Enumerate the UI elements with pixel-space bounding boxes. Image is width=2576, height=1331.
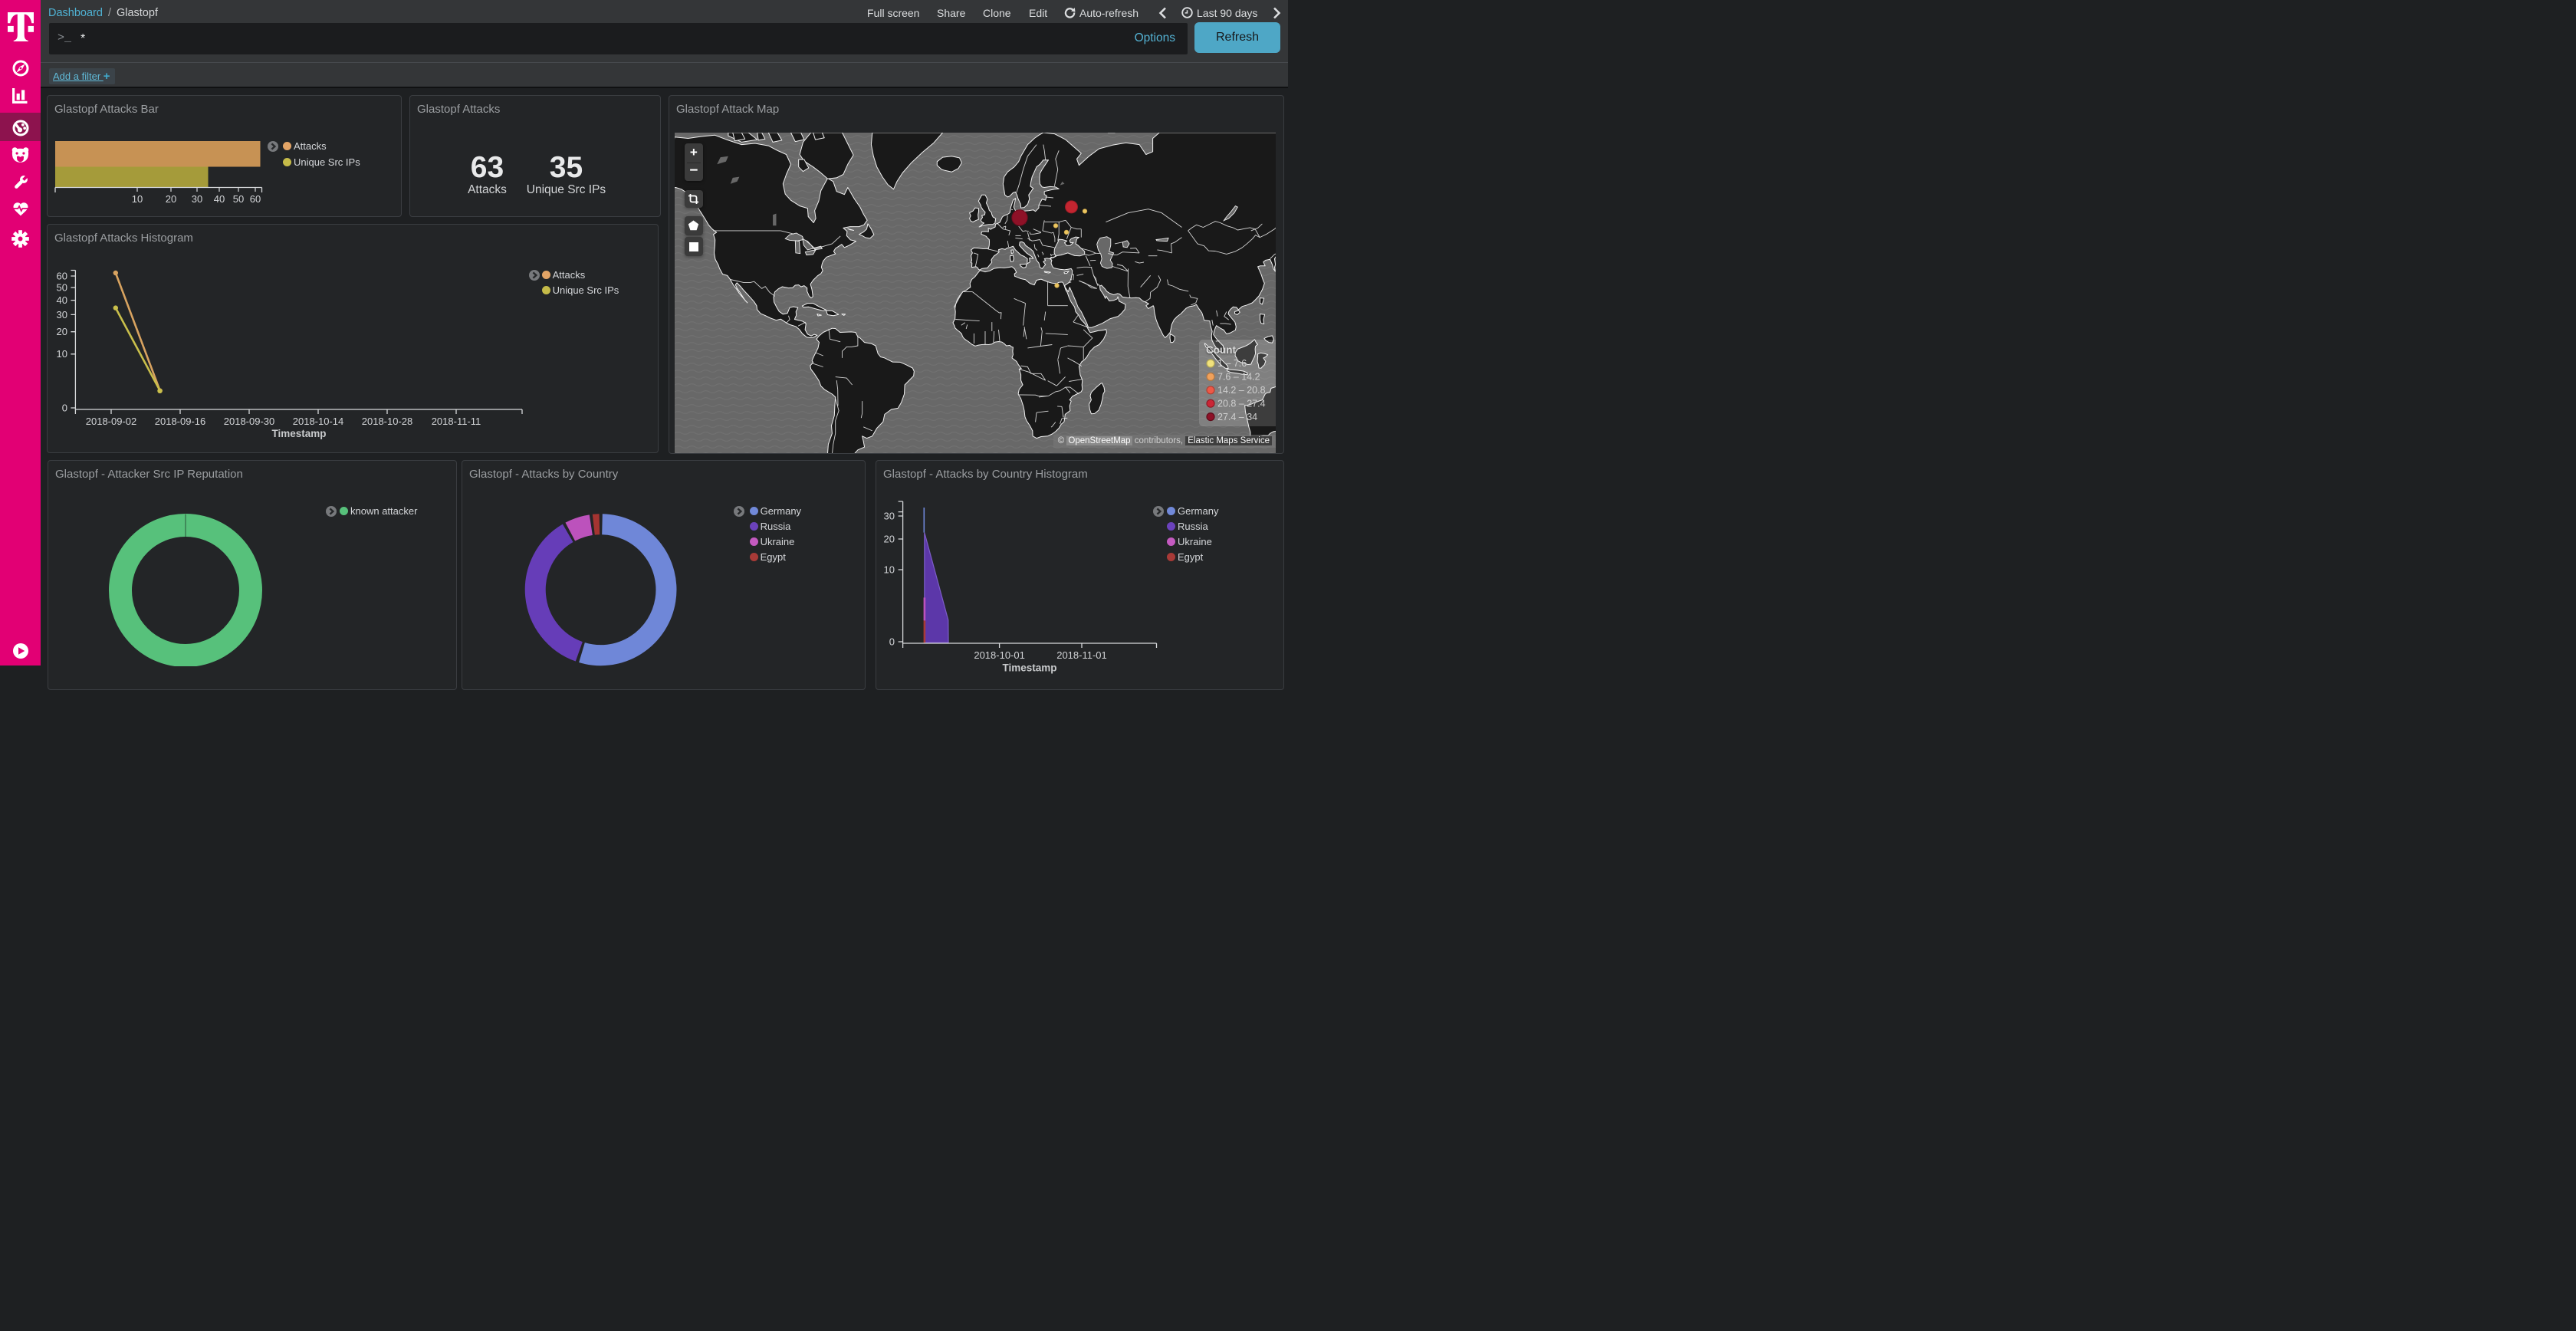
svg-text:60: 60 (57, 271, 67, 282)
svg-text:10: 10 (57, 348, 67, 360)
svg-text:0: 0 (62, 403, 67, 414)
svg-text:2018-10-28: 2018-10-28 (362, 416, 413, 427)
svg-text:2018-09-30: 2018-09-30 (224, 416, 275, 427)
svg-text:2018-10-01: 2018-10-01 (974, 649, 1025, 661)
svg-text:10: 10 (132, 193, 143, 205)
svg-text:40: 40 (57, 294, 67, 306)
svg-text:2018-09-16: 2018-09-16 (155, 416, 206, 427)
svg-text:30: 30 (192, 193, 202, 205)
svg-text:0: 0 (889, 636, 895, 648)
svg-text:7.6 – 14.2: 7.6 – 14.2 (1217, 372, 1260, 383)
svg-text:20.8 – 27.4: 20.8 – 27.4 (1217, 398, 1266, 409)
svg-text:14.2 – 20.8: 14.2 – 20.8 (1217, 385, 1266, 396)
svg-text:Timestamp: Timestamp (271, 428, 326, 439)
svg-text:2018-10-14: 2018-10-14 (293, 416, 344, 427)
svg-text:Timestamp: Timestamp (1002, 662, 1056, 674)
svg-text:20: 20 (57, 326, 67, 337)
svg-text:50: 50 (233, 193, 244, 205)
svg-text:40: 40 (214, 193, 225, 205)
svg-text:20: 20 (884, 534, 895, 545)
svg-text:27.4 – 34: 27.4 – 34 (1217, 412, 1257, 422)
svg-text:1 – 7.6: 1 – 7.6 (1217, 358, 1247, 369)
svg-text:2018-11-11: 2018-11-11 (432, 416, 481, 427)
svg-text:30: 30 (884, 511, 895, 522)
svg-text:50: 50 (57, 282, 67, 294)
svg-text:2018-09-02: 2018-09-02 (86, 416, 137, 427)
svg-text:10: 10 (884, 564, 895, 576)
svg-text:20: 20 (166, 193, 176, 205)
svg-text:2018-11-01: 2018-11-01 (1056, 649, 1107, 661)
svg-text:30: 30 (57, 309, 67, 320)
svg-text:60: 60 (250, 193, 261, 205)
